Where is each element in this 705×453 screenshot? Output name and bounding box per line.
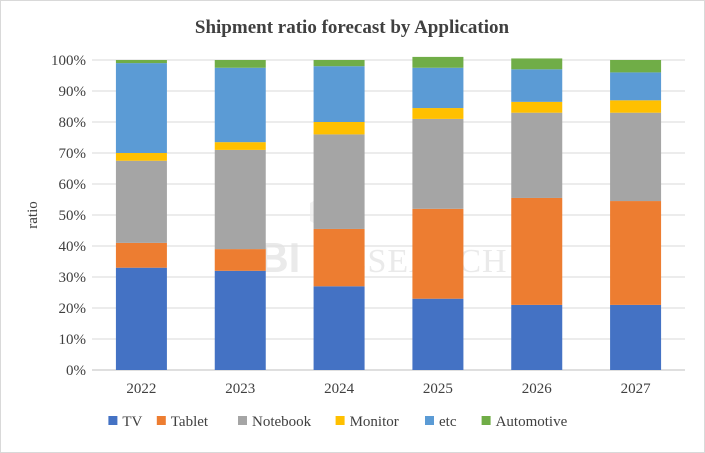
legend-label: Automotive xyxy=(496,414,568,430)
bar-segment-monitor-2023 xyxy=(214,142,266,150)
bar-segment-tv-2025 xyxy=(412,298,464,370)
legend-swatch xyxy=(481,416,491,425)
bar-segment-etc-2027 xyxy=(610,72,662,101)
bar-stack-2025 xyxy=(412,56,464,370)
bar-stack-2027 xyxy=(610,60,662,370)
bar-segment-monitor-2024 xyxy=(313,122,365,135)
legend-label: etc xyxy=(439,414,457,430)
y-tick-label: 40% xyxy=(59,239,87,255)
bar-segment-notebook-2025 xyxy=(412,118,464,209)
bar-segment-monitor-2022 xyxy=(115,153,167,161)
bar-segment-automotive-2026 xyxy=(511,58,563,70)
bar-segment-tablet-2024 xyxy=(313,228,365,287)
legend-item-automotive: Automotive xyxy=(481,414,568,430)
bar-segment-notebook-2023 xyxy=(214,149,266,250)
bar-segment-tablet-2027 xyxy=(610,201,662,305)
bar-segment-etc-2023 xyxy=(214,67,266,143)
legend-item-monitor: Monitor xyxy=(335,414,399,430)
legend-swatch xyxy=(425,416,434,425)
x-tick-label: 2026 xyxy=(522,381,553,397)
bar-segment-etc-2022 xyxy=(115,63,167,153)
legend-item-notebook: Notebook xyxy=(238,414,312,430)
bar-stack-2026 xyxy=(511,58,563,370)
x-tick-label: 2027 xyxy=(621,381,652,397)
bar-segment-etc-2026 xyxy=(511,69,563,102)
bar-segment-tv-2022 xyxy=(115,267,167,370)
x-tick-label: 2022 xyxy=(126,381,156,397)
legend-label: TV xyxy=(122,414,142,430)
legend-swatch xyxy=(238,416,247,425)
y-tick-label: 30% xyxy=(59,270,87,286)
bar-segment-tv-2024 xyxy=(313,286,365,370)
y-axis-label: ratio xyxy=(25,201,41,229)
chart-title: Shipment ratio forecast by Application xyxy=(195,17,510,38)
bar-segment-automotive-2022 xyxy=(115,60,167,64)
bar-segment-notebook-2027 xyxy=(610,112,662,202)
legend-label: Notebook xyxy=(252,414,312,430)
legend: TV Tablet Notebook Monitor etc Automotive xyxy=(108,414,568,430)
bar-segment-notebook-2026 xyxy=(511,112,563,198)
y-axis-ticks: 0% 10% 20% 30% 40% 50% 60% 70% 80% 90% 100% xyxy=(51,53,86,379)
bars xyxy=(115,56,662,370)
bar-segment-tv-2027 xyxy=(610,304,662,370)
x-tick-label: 2023 xyxy=(225,381,255,397)
bar-segment-monitor-2027 xyxy=(610,100,662,113)
bar-segment-notebook-2024 xyxy=(313,134,365,229)
x-tick-label: 2024 xyxy=(324,381,355,397)
bar-segment-tv-2026 xyxy=(511,304,563,370)
legend-swatch xyxy=(335,416,345,425)
y-tick-label: 80% xyxy=(59,115,87,131)
bar-segment-etc-2025 xyxy=(412,67,464,109)
bar-stack-2022 xyxy=(115,60,167,370)
bar-segment-etc-2024 xyxy=(313,66,365,122)
bar-segment-automotive-2024 xyxy=(313,60,365,67)
y-tick-label: 70% xyxy=(59,146,87,162)
y-tick-label: 90% xyxy=(59,84,87,100)
x-tick-label: 2025 xyxy=(423,381,453,397)
y-tick-label: 60% xyxy=(59,177,87,193)
bar-segment-notebook-2022 xyxy=(115,160,167,243)
legend-item-tv: TV xyxy=(108,414,143,430)
y-tick-label: 0% xyxy=(66,363,86,379)
legend-swatch xyxy=(108,416,118,425)
bar-segment-automotive-2025 xyxy=(412,56,464,68)
y-tick-label: 50% xyxy=(59,208,87,224)
bar-segment-tablet-2025 xyxy=(412,208,464,299)
bar-segment-monitor-2025 xyxy=(412,108,464,119)
y-tick-label: 100% xyxy=(51,53,86,69)
legend-item-etc: etc xyxy=(425,414,457,430)
bar-stack-2024 xyxy=(313,60,365,370)
bar-segment-tablet-2023 xyxy=(214,249,266,271)
bar-segment-tablet-2022 xyxy=(115,242,167,268)
bar-segment-automotive-2023 xyxy=(214,60,266,68)
bar-segment-automotive-2027 xyxy=(610,60,662,73)
legend-label: Monitor xyxy=(350,414,399,430)
watermark: UBI RESEARCH xyxy=(228,174,507,281)
x-axis-ticks: 2022 2023 2024 2025 2026 2027 xyxy=(126,381,651,397)
bar-segment-monitor-2026 xyxy=(511,101,563,113)
bar-segment-tablet-2026 xyxy=(511,197,563,305)
bar-stack-2023 xyxy=(214,60,266,370)
y-tick-label: 20% xyxy=(59,301,87,317)
y-tick-label: 10% xyxy=(59,332,87,348)
gridlines xyxy=(92,59,685,371)
legend-label: Tablet xyxy=(171,414,209,430)
legend-item-tablet: Tablet xyxy=(156,414,209,430)
bar-segment-tv-2023 xyxy=(214,270,266,370)
legend-swatch xyxy=(156,416,166,425)
